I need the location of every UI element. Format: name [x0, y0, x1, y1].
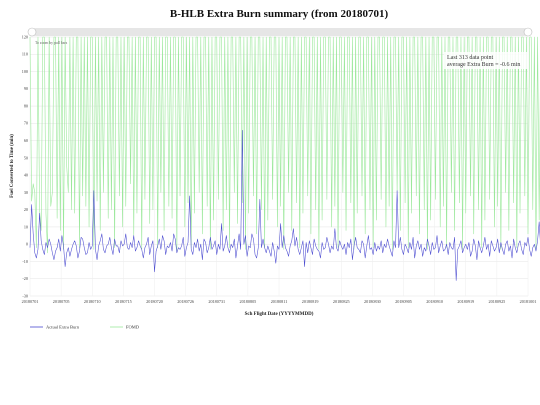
x-axis-ticks: 20180701 20180705 20180710 20180715 20180720… — [22, 299, 537, 304]
zoom-hint: To zoom by pull bars — [35, 41, 68, 45]
annotation-background — [444, 52, 528, 69]
legend: Actual Extra Burn FOMD — [30, 325, 140, 330]
x-tick-label: 20180710 — [84, 299, 101, 304]
series-line — [29, 129, 540, 281]
annotation-line-1: Last 313 data point — [447, 55, 493, 61]
y-tick-label: 70 — [24, 121, 28, 126]
y-tick-label: 10 — [24, 224, 28, 229]
x-tick-label: 20180715 — [115, 299, 132, 304]
chart-title: B-HLB Extra Burn summary (from 20180701) — [170, 8, 389, 20]
y-tick-label: 0 — [26, 242, 28, 247]
x-tick-label: 20180819 — [302, 299, 319, 304]
legend-label-actual-extra-burn: Actual Extra Burn — [46, 325, 80, 330]
x-tick-label: 20180925 — [489, 299, 506, 304]
range-handle-right[interactable] — [523, 27, 533, 37]
x-axis-label: Sch Flight Date (YYYYMMDD) — [245, 312, 314, 317]
x-tick-label: 20180731 — [208, 299, 225, 304]
x-tick-label: 20180726 — [177, 299, 194, 304]
x-tick-label: 20180905 — [395, 299, 412, 304]
x-tick-label: 20180910 — [426, 299, 443, 304]
annotation-line-2: average Extra Burn = -0.6 min — [447, 62, 520, 68]
y-tick-label: 120 — [22, 34, 28, 39]
range-handle-left[interactable] — [27, 27, 37, 37]
y-tick-label: -20 — [22, 276, 28, 281]
x-tick-label: 20180811 — [271, 299, 288, 304]
y-tick-label: 50 — [24, 155, 28, 160]
x-tick-label: 20180720 — [146, 299, 163, 304]
annotation-box: Last 313 data point average Extra Burn =… — [444, 52, 528, 69]
legend-item-actual-extra-burn[interactable]: Actual Extra Burn — [30, 325, 80, 330]
x-tick-label: 20180830 — [364, 299, 381, 304]
y-tick-label: 90 — [24, 86, 28, 91]
legend-label-fomd: FOMD — [126, 325, 140, 330]
y-tick-label: -30 — [22, 293, 28, 298]
y-tick-label: 30 — [24, 190, 28, 195]
plot-area: -30 -20 -10 0 10 20 30 40 50 60 70 80 90 100 110 120 20… — [22, 34, 540, 304]
x-tick-label: 20180705 — [53, 299, 70, 304]
y-axis-label: Fuel Converted to Time (min) — [10, 134, 15, 198]
series-line — [29, 36, 540, 254]
series-actual-extra-burn — [29, 129, 540, 281]
x-tick-label: 20180919 — [457, 299, 474, 304]
x-tick-label: 20180825 — [333, 299, 350, 304]
y-tick-label: 110 — [22, 52, 28, 57]
y-axis-ticks: -30 -20 -10 0 10 20 30 40 50 60 70 80 90 100 110 120 — [22, 34, 28, 298]
y-tick-label: 40 — [24, 173, 28, 178]
legend-item-fomd[interactable]: FOMD — [110, 325, 140, 330]
y-tick-label: 80 — [24, 103, 28, 108]
y-tick-label: 60 — [24, 138, 28, 143]
range-bar[interactable] — [27, 27, 533, 37]
y-tick-label: -10 — [22, 259, 28, 264]
x-tick-label: 20180701 — [22, 299, 39, 304]
y-tick-label: 100 — [22, 69, 28, 74]
x-tick-label: 20180805 — [240, 299, 257, 304]
range-bar-track[interactable] — [32, 28, 528, 36]
series-fomd — [29, 36, 540, 254]
x-tick-label: 20181001 — [520, 299, 537, 304]
y-tick-label: 20 — [24, 207, 28, 212]
